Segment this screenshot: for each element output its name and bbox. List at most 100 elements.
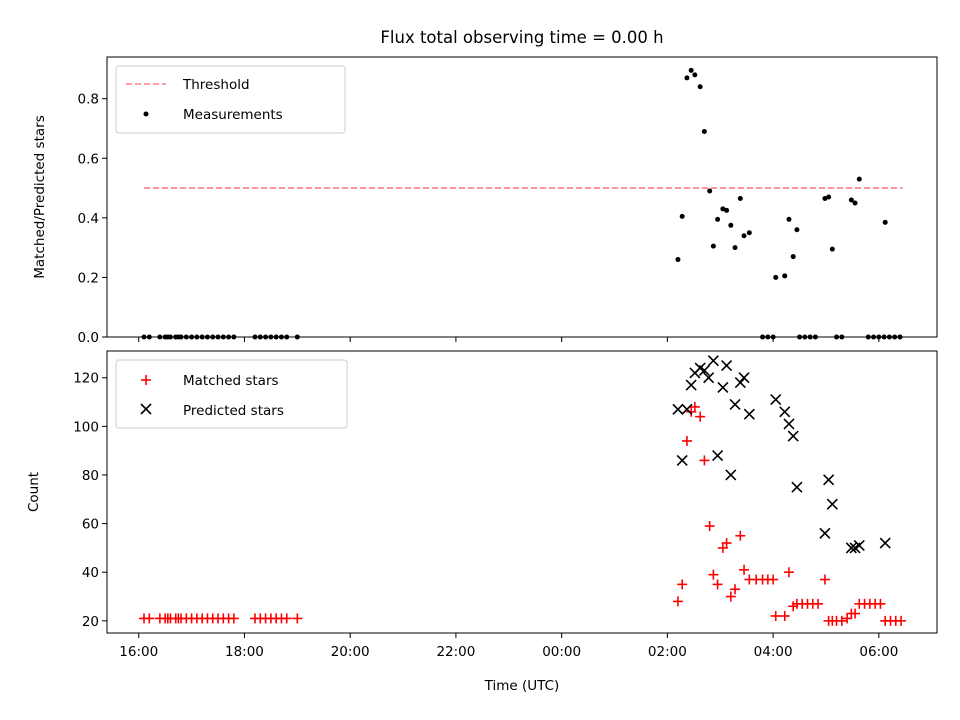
x-tick-label: 22:00 <box>436 644 475 660</box>
top-y-tick-label: 0.2 <box>78 270 99 286</box>
measurement-point <box>741 233 747 239</box>
matched-star-point <box>708 569 719 580</box>
bottom-legend-box <box>115 359 348 429</box>
bottom-y-tick-label: 100 <box>73 419 99 435</box>
measurement-point <box>848 197 854 203</box>
measurement-point <box>715 216 721 222</box>
predicted-star-point <box>791 481 803 493</box>
predicted-star-point <box>725 469 737 481</box>
measurement-point <box>737 195 743 201</box>
chart-title: Flux total observing time = 0.00 h <box>380 28 663 47</box>
measurement-point <box>786 216 792 222</box>
matched-star-point <box>695 411 706 422</box>
matched-star-point <box>813 598 824 609</box>
predicted-star-point <box>685 379 697 391</box>
matched-star-point <box>699 455 710 466</box>
predicted-star-point <box>879 537 891 549</box>
measurement-point <box>697 84 703 90</box>
top-y-tick-label: 0.8 <box>78 92 99 108</box>
matched-star-point <box>144 613 155 624</box>
bottom-x-ticks: 16:00 18:00 20:00 22:00 00:00 02:00 04:00 06:00 <box>119 633 898 660</box>
matched-star-point <box>281 613 292 624</box>
measurement-point <box>732 245 738 251</box>
measurement-point <box>856 176 862 182</box>
matched-ratio-panel: Flux total observing time = 0.00 h Match… <box>32 28 938 346</box>
bottom-plot-area <box>139 355 907 626</box>
top-axes-frame <box>106 56 938 338</box>
matched-star-point <box>689 401 700 412</box>
matched-star-point <box>836 615 847 626</box>
measurement-point <box>790 254 796 260</box>
matched-star-point <box>842 613 853 624</box>
matched-star-point <box>779 610 790 621</box>
matched-star-point <box>768 574 779 585</box>
x-tick-label: 00:00 <box>542 644 581 660</box>
matched-star-point <box>730 584 741 595</box>
bottom-y-tick-label: 80 <box>82 468 99 484</box>
bottom-legend: Matched stars Predicted stars <box>115 359 348 429</box>
predicted-star-point <box>845 542 857 554</box>
matched-star-point <box>783 567 794 578</box>
measurement-point <box>675 257 681 263</box>
predicted-star-point <box>703 372 715 384</box>
predicted-star-point <box>729 398 741 411</box>
top-plot-area <box>141 67 903 340</box>
matched-star-point <box>819 574 830 585</box>
matched-star-point <box>735 530 746 541</box>
measurement-point <box>710 243 716 249</box>
matched-star-point <box>228 613 239 624</box>
measurement-point <box>684 75 690 81</box>
x-tick-label: 20:00 <box>331 644 370 660</box>
legend-measurements-label: Measurements <box>183 107 283 123</box>
top-y-axis-label: Matched/Predicted stars <box>32 115 48 278</box>
matched-star-point <box>721 538 732 549</box>
predicted-star-point <box>787 430 799 442</box>
bottom-axes-frame <box>106 350 938 634</box>
matched-star-point <box>704 521 715 532</box>
predicted-star-point <box>672 403 684 415</box>
matched-star-point <box>770 610 781 621</box>
x-tick-label: 18:00 <box>225 644 264 660</box>
predicted-star-point <box>676 454 688 466</box>
predicted-star-point <box>698 364 710 377</box>
measurement-point <box>701 128 707 134</box>
legend-matched-swatch <box>141 375 151 385</box>
x-tick-label: 16:00 <box>119 644 158 660</box>
x-tick-label: 04:00 <box>754 644 793 660</box>
predicted-star-point <box>717 381 729 394</box>
predicted-star-point <box>770 394 782 406</box>
predicted-star-point <box>826 498 838 510</box>
matched-star-point <box>677 579 688 590</box>
matched-star-point <box>292 613 303 624</box>
bottom-y-tick-label: 20 <box>82 614 99 630</box>
measurement-point <box>826 194 832 200</box>
top-y-tick-label: 0.0 <box>78 330 99 346</box>
measurement-point <box>679 213 685 219</box>
x-tick-label: 06:00 <box>859 644 898 660</box>
measurement-point <box>728 222 734 228</box>
measurement-point <box>882 219 888 225</box>
predicted-star-point <box>779 406 791 418</box>
measurement-point <box>852 200 858 206</box>
matched-star-point <box>896 615 907 626</box>
top-legend-box <box>115 65 346 134</box>
measurement-point <box>688 67 694 73</box>
x-axis-label: Time (UTC) <box>484 678 560 694</box>
measurement-point <box>782 273 788 279</box>
top-y-ticks: 0.0 0.2 0.4 0.6 0.8 <box>78 92 107 346</box>
top-y-tick-label: 0.4 <box>78 211 99 227</box>
legend-threshold-label: Threshold <box>182 77 250 93</box>
matched-star-point <box>672 596 683 607</box>
measurement-point <box>724 207 730 213</box>
predicted-star-point <box>734 377 746 389</box>
predicted-star-point <box>743 408 755 420</box>
bottom-y-tick-label: 40 <box>82 565 99 581</box>
predicted-star-point <box>819 527 831 539</box>
predicted-star-point <box>738 372 750 384</box>
top-y-tick-label: 0.6 <box>78 151 99 167</box>
matched-star-point <box>850 608 861 619</box>
predicted-star-point <box>712 449 724 462</box>
legend-measurements-swatch <box>143 111 149 117</box>
matched-star-point <box>875 598 886 609</box>
